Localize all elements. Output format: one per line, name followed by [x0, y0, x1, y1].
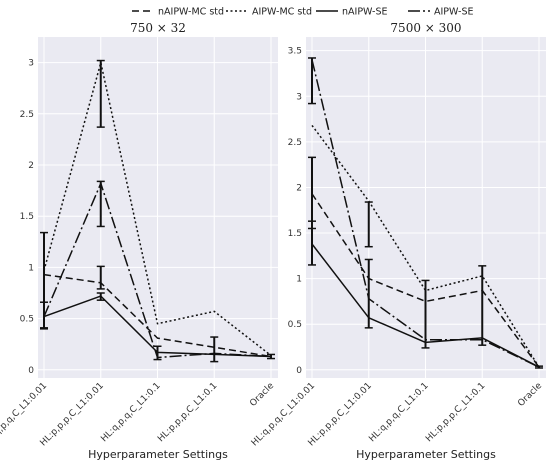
errorbar-1-7: [535, 365, 543, 369]
panel-left: 00.511.522.53HL:q,p,q,C_L1:0.01HL:p,p,p,…: [0, 21, 278, 461]
errorbar-1-3: [364, 201, 373, 248]
series-line-0-0: [43, 273, 272, 358]
x-tick-label-0-3: HL:p,p,p,C_L1:0.1: [156, 381, 219, 444]
errorbar-0-8: [267, 353, 275, 360]
x-tick-label-1-2: HL:q,p,q,C_L1:0.1: [367, 381, 430, 444]
errorbar-0-2: [96, 59, 105, 128]
errorbar-1-4: [364, 258, 373, 329]
legend-label-3: AIPW-SE: [434, 7, 474, 18]
legend-label-2: nAIPW-SE: [342, 7, 388, 18]
series-line-1-0: [311, 193, 540, 368]
panel-title-1: 7500 × 300: [390, 21, 461, 35]
errorbar-1-2: [308, 220, 316, 266]
panel-right: 00.511.522.533.5HL:q,p,q,C_L1:0.01HL:p,p…: [250, 21, 546, 461]
y-tick-label-1-2: 1: [296, 275, 302, 285]
x-tick-label-0-1: HL:p,p,p,C_L1:0.01: [39, 381, 106, 448]
errorbar-0-1: [40, 301, 48, 330]
panel-title-0: 750 × 32: [130, 21, 186, 35]
x-tick-label-0-2: HL:q,p,q,C_L1:0.1: [99, 381, 162, 444]
y-tick-label-1-0: 0: [296, 366, 302, 376]
errorbar-1-6: [478, 265, 487, 346]
x-tick-label-0-4: Oracle: [248, 381, 276, 409]
y-tick-label-0-4: 2: [28, 161, 34, 171]
y-tick-label-0-2: 1: [28, 263, 34, 273]
errorbar-0-3: [96, 180, 105, 228]
errorbar-0-7: [210, 336, 219, 363]
x-tick-label-1-4: Oracle: [516, 381, 544, 409]
legend: nAIPW-MC std AIPW-MC std nAIPW-SE AIPW-SE: [132, 7, 474, 18]
y-tick-label-1-1: 0.5: [288, 320, 302, 330]
errorbar-0-4: [96, 265, 105, 290]
x-tick-label-1-1: HL:p,p,p,C_L1:0.01: [307, 381, 374, 448]
y-tick-label-1-5: 2.5: [288, 138, 302, 148]
y-tick-label-1-3: 1.5: [288, 229, 302, 239]
errorbar-0-5: [96, 292, 105, 301]
y-tick-label-0-6: 3: [28, 59, 34, 69]
y-tick-label-1-4: 2: [296, 183, 302, 193]
y-tick-label-0-5: 2.5: [20, 110, 34, 120]
y-tick-label-1-6: 3: [296, 92, 302, 102]
errorbar-0-6: [153, 345, 162, 361]
legend-label-1: AIPW-MC std: [252, 7, 312, 18]
series-line-0-1: [43, 61, 272, 357]
y-tick-label-1-7: 3.5: [288, 47, 302, 57]
errorbar-1-0: [308, 57, 316, 105]
errorbar-1-5: [421, 279, 430, 349]
x-axis-label-0: Hyperparameter Settings: [88, 448, 228, 461]
x-axis-label-1: Hyperparameter Settings: [356, 448, 496, 461]
y-tick-label-0-3: 1.5: [20, 212, 34, 222]
series-line-1-1: [311, 124, 540, 368]
legend-label-0: nAIPW-MC std: [158, 7, 224, 18]
y-tick-label-0-0: 0: [28, 366, 34, 376]
x-tick-label-1-3: HL:p,p,p,C_L1:0.1: [424, 381, 487, 444]
y-tick-label-0-1: 0.5: [20, 315, 34, 325]
